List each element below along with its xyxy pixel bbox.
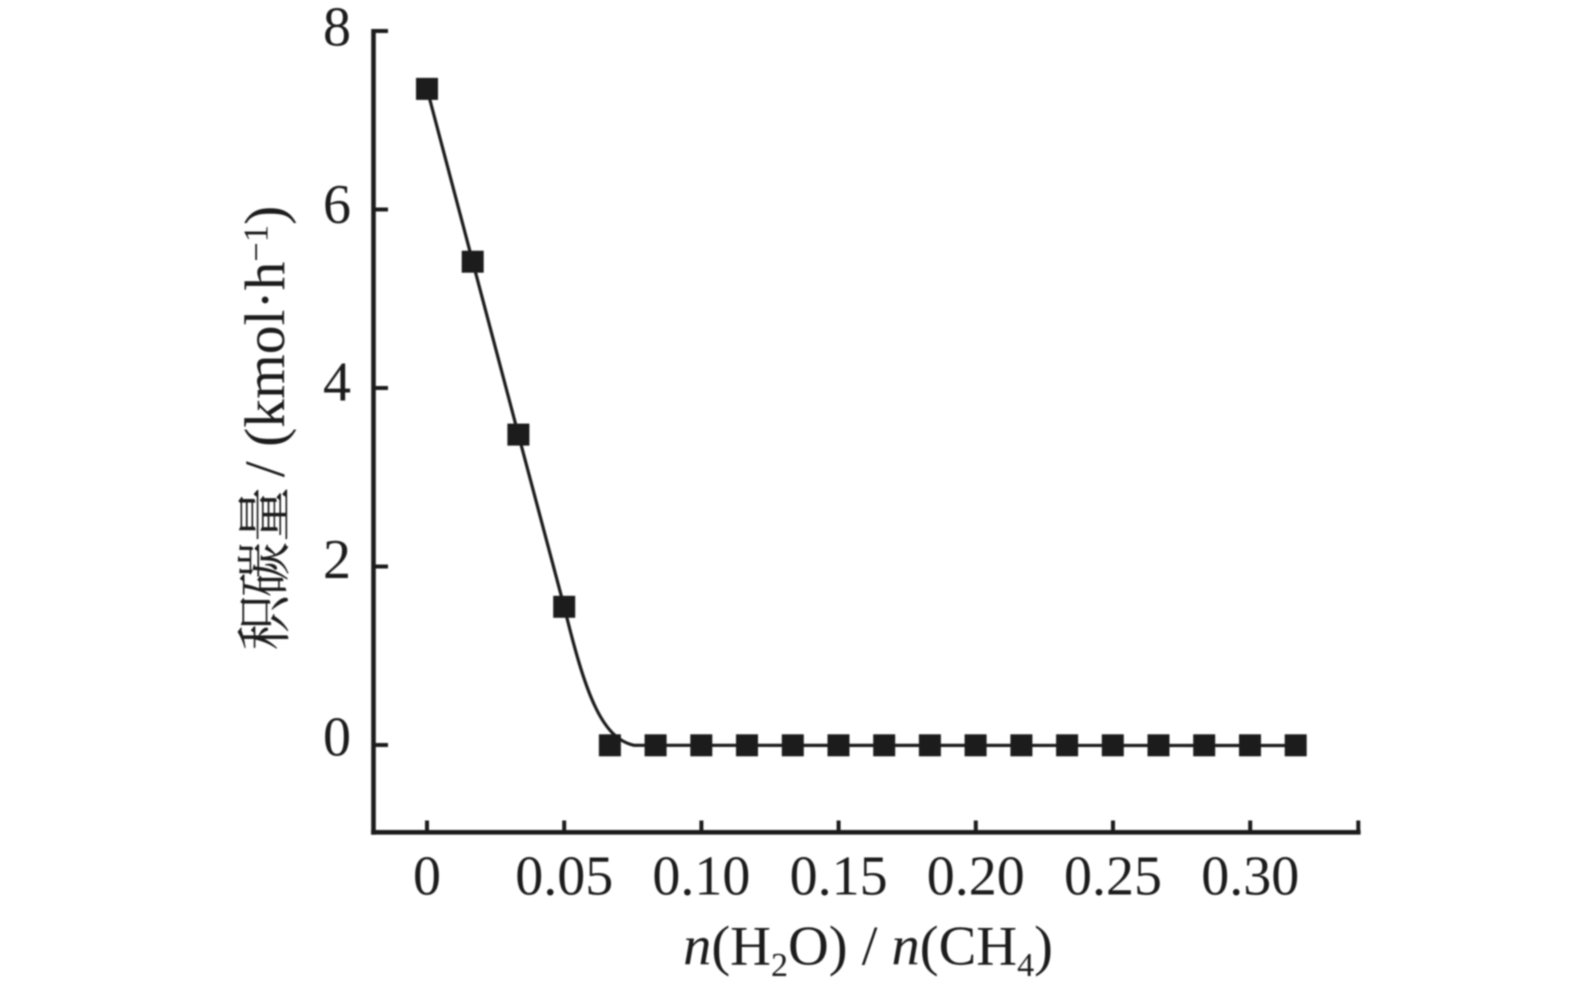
- svg-text:0.15: 0.15: [790, 846, 888, 908]
- svg-text:0.05: 0.05: [515, 846, 613, 908]
- svg-text:0: 0: [413, 846, 441, 908]
- svg-text:2: 2: [323, 529, 351, 591]
- svg-text:0: 0: [323, 706, 351, 768]
- svg-text:4: 4: [323, 352, 351, 414]
- svg-text:8: 8: [323, 0, 351, 59]
- svg-text:0.10: 0.10: [652, 846, 750, 908]
- svg-text:0.20: 0.20: [927, 846, 1025, 908]
- svg-text:0.25: 0.25: [1064, 846, 1162, 908]
- svg-text:6: 6: [323, 174, 351, 236]
- svg-text:n(H2O) / n(CH4): n(H2O) / n(CH4): [683, 916, 1053, 985]
- svg-text:0.30: 0.30: [1201, 846, 1299, 908]
- svg-text:/ (kmol·h−1): / (kmol·h−1): [234, 206, 297, 477]
